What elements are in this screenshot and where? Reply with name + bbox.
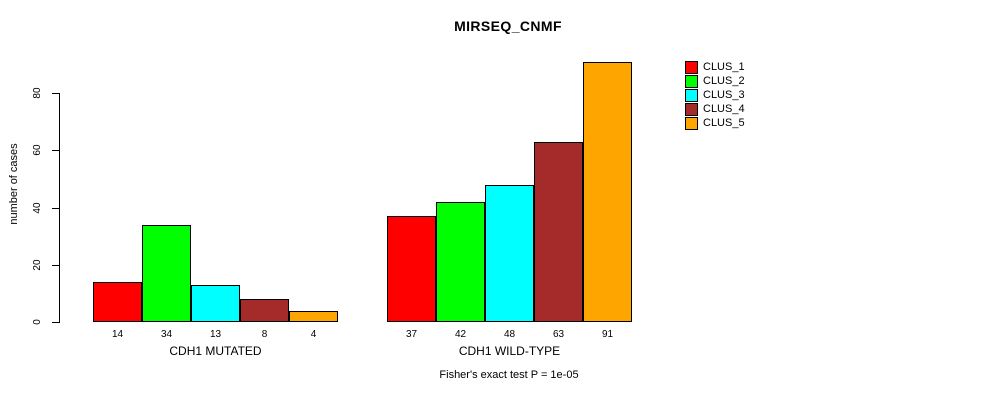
legend-row-clus-5: CLUS_5 (685, 116, 745, 130)
y-axis-tick-label-60: 60 (32, 144, 43, 156)
legend-swatch-clus-1 (685, 60, 698, 74)
x-axis-label-fisher-test: Fisher's exact test P = 1e-05 (439, 369, 579, 381)
legend-swatch-clus-4 (685, 102, 698, 116)
y-axis-tick-label-40: 40 (32, 202, 43, 214)
legend-label-clus-2: CLUS_2 (703, 75, 745, 87)
bar-count-label-cdh1-wild-type-clus-3: 48 (503, 329, 516, 340)
bar-count-label-cdh1-wild-type-clus-2: 42 (454, 329, 467, 340)
legend-label-clus-4: CLUS_4 (703, 103, 745, 115)
bar-count-label-cdh1-wild-type-clus-5: 91 (601, 329, 614, 340)
bar-count-label-cdh1-mutated-clus-1: 14 (111, 329, 124, 340)
bar-cdh1-mutated-clus-3 (191, 284, 240, 322)
group-label-cdh1-wild-type: CDH1 WILD-TYPE (458, 344, 561, 358)
y-axis-tick-label-20: 20 (32, 259, 43, 271)
bar-cdh1-wild-type-clus-4 (534, 141, 583, 322)
legend-swatch-clus-5 (685, 116, 698, 130)
legend-row-clus-4: CLUS_4 (685, 102, 745, 116)
bar-cdh1-wild-type-clus-3 (485, 184, 534, 322)
legend-row-clus-2: CLUS_2 (685, 74, 745, 88)
y-axis-tick-60 (52, 150, 59, 151)
bar-cdh1-mutated-clus-2 (142, 224, 191, 322)
bar-cdh1-mutated-clus-4 (240, 299, 289, 322)
y-axis-tick-0 (52, 322, 59, 323)
y-axis-tick-20 (52, 265, 59, 266)
bar-count-label-cdh1-mutated-clus-3: 13 (209, 329, 222, 340)
y-axis-line (59, 93, 60, 323)
legend-label-clus-3: CLUS_3 (703, 89, 745, 101)
bar-cdh1-mutated-clus-5 (289, 310, 338, 322)
chart-title: MIRSEQ_CNMF (454, 18, 562, 34)
legend-row-clus-1: CLUS_1 (685, 60, 745, 74)
bar-cdh1-wild-type-clus-1 (387, 216, 436, 322)
legend-label-clus-1: CLUS_1 (703, 61, 745, 73)
legend-swatch-clus-2 (685, 74, 698, 88)
legend: CLUS_1 CLUS_2 CLUS_3 CLUS_4 CLUS_5 (685, 60, 745, 130)
bar-cdh1-wild-type-clus-5 (583, 61, 632, 322)
y-axis-tick-label-0: 0 (32, 319, 43, 325)
bar-cdh1-mutated-clus-1 (93, 281, 142, 322)
bar-count-label-cdh1-wild-type-clus-1: 37 (405, 329, 418, 340)
legend-label-clus-5: CLUS_5 (703, 117, 745, 129)
legend-row-clus-3: CLUS_3 (685, 88, 745, 102)
bar-count-label-cdh1-wild-type-clus-4: 63 (552, 329, 565, 340)
group-label-cdh1-mutated: CDH1 MUTATED (169, 344, 262, 358)
bar-count-label-cdh1-mutated-clus-4: 8 (261, 329, 268, 340)
bar-count-label-cdh1-mutated-clus-2: 34 (160, 329, 173, 340)
y-axis-tick-40 (52, 208, 59, 209)
y-axis-tick-80 (52, 93, 59, 94)
y-axis-tick-label-80: 80 (32, 87, 43, 99)
bar-cdh1-wild-type-clus-2 (436, 201, 485, 322)
legend-swatch-clus-3 (685, 88, 698, 102)
bar-count-label-cdh1-mutated-clus-5: 4 (310, 329, 317, 340)
